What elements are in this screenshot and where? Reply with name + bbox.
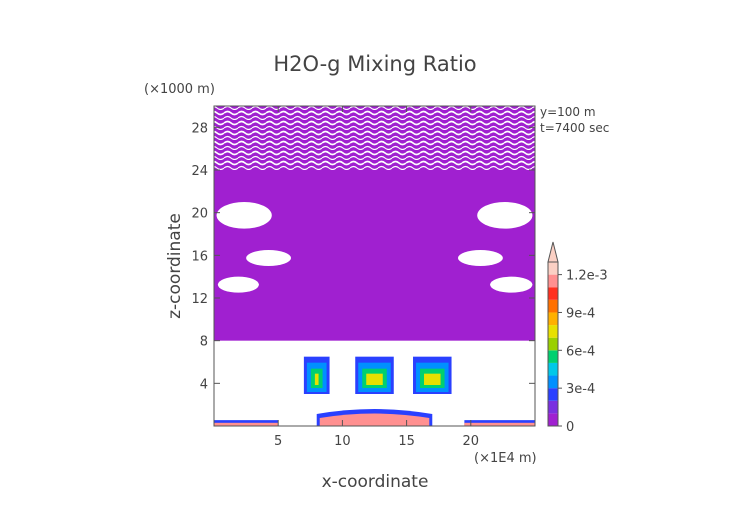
- y-tick-label: 20: [191, 207, 208, 222]
- surface-layer-right: [464, 422, 535, 426]
- mid-plume-center-band-yellow: [366, 373, 383, 385]
- y-axis-label: z-coordinate: [165, 213, 185, 319]
- colorbar-swatch: [548, 274, 558, 288]
- y-tick-label: 16: [191, 249, 208, 264]
- colorbar-swatch: [548, 262, 558, 275]
- colorbar-swatch: [548, 388, 558, 401]
- surface-layer-center: [319, 413, 430, 426]
- gap-right-mid: [490, 276, 533, 293]
- colorbar-extend-arrow: [547, 241, 559, 263]
- annotation-t: t=7400 sec: [540, 121, 609, 135]
- y-unit-label: (×1000 m): [144, 82, 215, 97]
- annotation-y: y=100 m: [540, 105, 596, 119]
- y-tick-label: 8: [200, 335, 208, 350]
- x-tick-label: 20: [463, 434, 480, 449]
- y-ticks: 4 8 12 16 20 24 28: [191, 121, 535, 392]
- colorbar-swatch: [548, 312, 558, 326]
- y-tick-label: 12: [191, 292, 208, 307]
- colorbar-tick-label: 3e-4: [566, 382, 595, 397]
- colorbar-swatch: [548, 337, 558, 351]
- plot-frame: [213, 105, 536, 427]
- x-tick-label: 15: [398, 434, 415, 449]
- colorbar-swatch: [548, 413, 558, 426]
- gap-right-low: [457, 250, 503, 266]
- surface-layer-left: [214, 422, 279, 426]
- mid-plume-right-band-yellow: [424, 373, 441, 385]
- gap-left-mid: [217, 276, 259, 293]
- moist-layer-streaks: [214, 106, 535, 170]
- colorbar-swatch: [548, 375, 558, 389]
- colorbar-tick-label: 9e-4: [566, 306, 595, 321]
- y-tick-label: 4: [200, 377, 208, 392]
- x-ticks: 5 10 15 20: [274, 106, 479, 449]
- plot-field: [214, 106, 535, 426]
- mid-plume-left-band-yellow: [314, 373, 319, 385]
- gap-right-upper: [477, 202, 533, 229]
- x-tick-label: 10: [334, 434, 351, 449]
- colorbar-tick-label: 6e-4: [566, 344, 595, 359]
- colorbar-swatch: [548, 400, 558, 414]
- y-tick-label: 28: [191, 121, 208, 136]
- gap-left-low: [246, 250, 292, 266]
- gap-left-upper: [216, 202, 272, 229]
- colorbar-swatch: [548, 299, 558, 313]
- x-tick-label: 5: [274, 434, 282, 449]
- colorbar-frame: [547, 261, 559, 427]
- x-unit-label: (×1E4 m): [474, 451, 537, 466]
- colorbar-swatch: [548, 362, 558, 376]
- x-axis-label: x-coordinate: [322, 472, 429, 492]
- colorbar-tick-label: 1.2e-3: [566, 269, 608, 284]
- colorbar-swatch: [548, 287, 558, 300]
- colorbar-swatch: [548, 325, 558, 338]
- colorbar-tick-label: 0: [566, 420, 574, 435]
- chart-title: H2O-g Mixing Ratio: [273, 52, 476, 76]
- y-tick-label: 24: [191, 164, 208, 179]
- colorbar: 0 3e-4 6e-4 9e-4 1.2e-3: [547, 241, 608, 435]
- colorbar-swatch: [548, 350, 558, 363]
